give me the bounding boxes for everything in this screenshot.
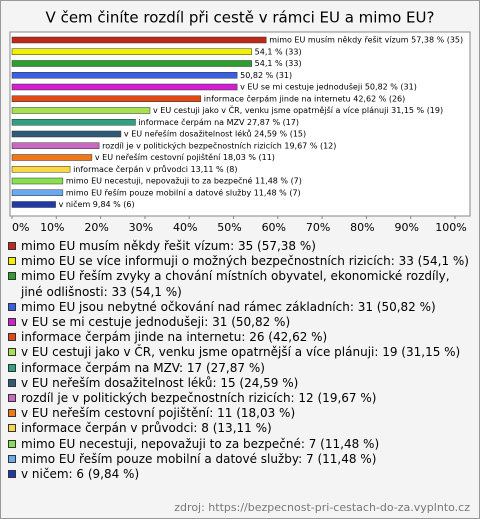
x-tick-label: 90% (394, 221, 418, 234)
legend-label: v EU neřeším dosažitelnost léků: 15 (24,… (21, 375, 299, 390)
legend-label: mimo EU necestuji, nepovažuji to za bezp… (21, 436, 380, 451)
legend-item: mimo EU musím někdy řešit vízum: 35 (57,… (8, 239, 472, 254)
bar (11, 60, 252, 67)
legend-label: informace čerpám jinde na internetu: 26 … (21, 330, 328, 345)
legend-item: v EU neřeším dosažitelnost léků: 15 (24,… (8, 376, 472, 391)
legend-swatch (8, 257, 16, 266)
value-label: v EU neřeším cestovní pojištění 18,03 % … (95, 152, 275, 162)
legend-label: informace čerpám na MZV: 17 (27,87 %) (21, 360, 265, 375)
legend-label: mimo EU řeším zvyky a chování místních o… (21, 269, 450, 299)
legend-swatch (8, 302, 16, 311)
legend-item: informace čerpám jinde na internetu: 26 … (8, 330, 472, 345)
legend-item: mimo EU jsou nebytné očkování nad rámec … (8, 300, 472, 315)
legend: mimo EU musím někdy řešit vízum: 35 (57,… (8, 239, 472, 482)
legend-item: rozdíl je v politických bezpečnostních r… (8, 391, 472, 406)
bar (11, 48, 252, 55)
legend-swatch (8, 242, 16, 250)
chart-title: V čem činíte rozdíl při cestě v rámci EU… (46, 9, 435, 27)
bar (11, 130, 122, 138)
x-tick-label: 60% (262, 221, 286, 234)
legend-swatch (8, 348, 16, 357)
legend-item: v EU cestuji jako v ČR, venku jsme opatr… (8, 345, 472, 360)
legend-label: v EU cestuji jako v ČR, venku jsme opatr… (21, 345, 461, 360)
legend-item: informace čerpán v průvodci: 8 (13,11 %) (8, 421, 472, 436)
x-tick-label: 20% (84, 221, 108, 234)
x-tick-label: 70% (306, 221, 330, 234)
legend-swatch (8, 424, 16, 433)
value-label: 54,1 % (33) (255, 59, 302, 68)
legend-label: v EU neřeším cestovní pojištění: 11 (18,… (21, 406, 296, 421)
legend-label: mimo EU jsou nebytné očkování nad rámec … (21, 299, 436, 314)
legend-item: mimo EU se více informuji o možných bezp… (8, 254, 472, 269)
bar (11, 83, 238, 91)
legend-label: mimo EU se více informuji o možných bezp… (21, 254, 469, 269)
bar (11, 119, 136, 126)
x-tick-label: 0% (12, 221, 29, 234)
legend-item: v EU se mi cestuje jednodušeji: 31 (50,8… (8, 315, 472, 330)
legend-swatch (8, 333, 16, 342)
legend-swatch (8, 470, 16, 479)
x-tick-label: 50% (217, 221, 241, 234)
bar (11, 142, 100, 149)
legend-item: informace čerpám na MZV: 17 (27,87 %) (8, 361, 472, 376)
value-label: v ničem 9,84 % (6) (59, 199, 135, 209)
bar (11, 107, 151, 114)
legend-swatch (8, 454, 16, 463)
legend-label: informace čerpán v průvodci: 8 (13,11 %) (21, 421, 272, 436)
legend-swatch (8, 272, 16, 281)
source: zdroj: https://bezpecnost-pri-cestach-do… (174, 501, 470, 514)
bar (11, 166, 71, 173)
legend-item: mimo EU řeším pouze mobilní a datové slu… (8, 452, 472, 467)
bar (11, 36, 267, 44)
legend-swatch (8, 394, 16, 403)
legend-label: mimo EU řeším pouze mobilní a datové slu… (21, 451, 377, 466)
legend-item: v ničem: 6 (9,84 %) (8, 467, 472, 482)
legend-label: v ničem: 6 (9,84 %) (21, 467, 140, 482)
bar (11, 189, 64, 196)
bar (11, 72, 238, 79)
value-label: mimo EU musím někdy řešit vízum 57,38 % … (269, 35, 463, 45)
x-tick-label: 10% (40, 221, 64, 234)
value-label: 50,82 % (31) (240, 71, 292, 80)
value-label: informace čerpám na MZV 27,87 % (17) (138, 117, 299, 127)
legend-swatch (8, 363, 16, 372)
value-label: v EU neřeším dosažitelnost léků 24,59 % … (124, 129, 306, 139)
legend-swatch (8, 439, 16, 448)
value-label: v EU se mi cestuje jednodušeji 50,82 % (… (240, 82, 417, 92)
value-label: mimo EU řeším pouze mobilní a datové slu… (66, 187, 301, 197)
bar (11, 177, 64, 185)
x-tick-label: 30% (129, 221, 153, 234)
value-label: rozdíl je v politických bezpečnostních r… (102, 140, 336, 150)
value-label: mimo EU necestuji, nepovažuji to za bezp… (66, 176, 302, 186)
x-tick-label: 100% (435, 221, 466, 234)
value-label: informace čerpám jinde na internetu 42,6… (204, 93, 405, 103)
legend-item: mimo EU řeším zvyky a chování místních o… (8, 269, 472, 299)
bar (11, 201, 56, 208)
chart: V čem činíte rozdíl při cestě v rámci EU… (9, 9, 471, 234)
value-label: v EU cestuji jako v ČR, venku jsme opatr… (153, 104, 443, 115)
legend-swatch (8, 378, 16, 387)
legend-item: mimo EU necestuji, nepovažuji to za bezp… (8, 437, 472, 452)
legend-item: v EU neřeším cestovní pojištění: 11 (18,… (8, 406, 472, 421)
x-tick-label: 40% (173, 221, 197, 234)
bar (11, 95, 202, 102)
legend-swatch (8, 318, 16, 327)
bar (11, 154, 93, 161)
legend-label: v EU se mi cestuje jednodušeji: 31 (50,8… (21, 315, 291, 330)
value-label: 54,1 % (33) (255, 47, 302, 56)
legend-swatch (8, 409, 16, 418)
value-label: informace čerpán v průvodci 13,11 % (8) (73, 164, 237, 174)
x-tick-label: 80% (350, 221, 374, 234)
legend-label: mimo EU musím někdy řešit vízum: 35 (57,… (21, 239, 316, 253)
legend-label: rozdíl je v politických bezpečnostních r… (21, 391, 377, 406)
